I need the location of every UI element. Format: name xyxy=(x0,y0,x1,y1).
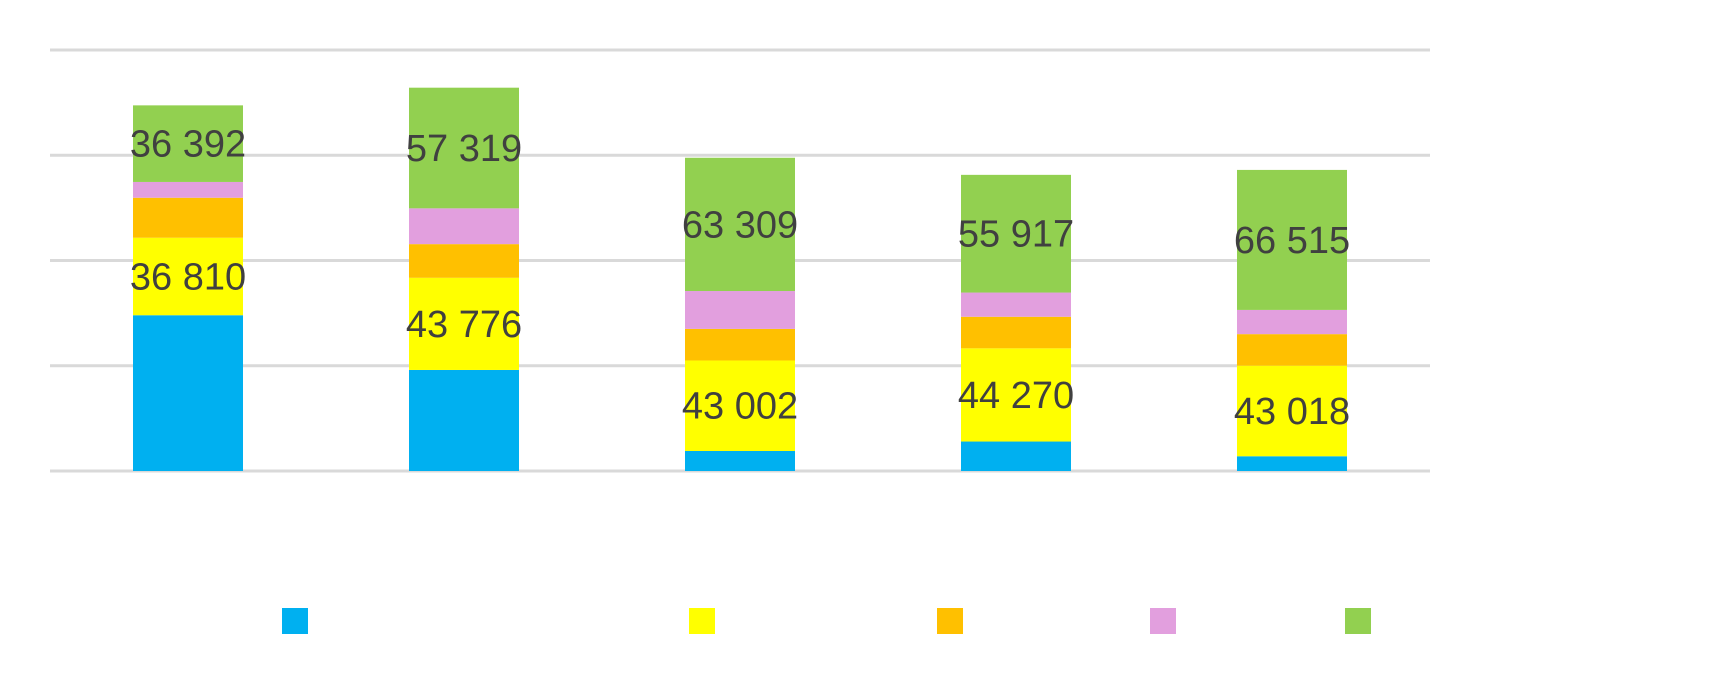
bar-segment xyxy=(409,277,519,370)
bar-segment xyxy=(685,451,795,471)
data-label: 43 776 xyxy=(406,304,522,346)
bar-segment xyxy=(685,360,795,452)
data-label: 63 309 xyxy=(682,204,798,246)
data-label: 36 810 xyxy=(130,256,246,298)
bar-segment xyxy=(409,208,519,245)
bar-segment xyxy=(961,174,1071,293)
data-labels: 36 810 36 392 43 776 57 319 43 002 63 309 44 2… xyxy=(130,124,1350,433)
data-label: 55 917 xyxy=(958,214,1074,256)
bar-segment xyxy=(1237,309,1347,335)
data-label: 36 392 xyxy=(130,124,246,166)
data-label: 66 515 xyxy=(1234,220,1350,262)
bar-segment xyxy=(961,441,1071,471)
legend-swatch xyxy=(1345,608,1371,634)
bar-segment xyxy=(961,316,1071,349)
bar-segment xyxy=(133,197,243,238)
bar-segment xyxy=(133,315,243,471)
data-label: 44 270 xyxy=(958,375,1074,417)
bar-segment xyxy=(1237,456,1347,471)
legend-swatch xyxy=(282,608,308,634)
bar-segment xyxy=(133,181,243,198)
legend-swatch xyxy=(689,608,715,634)
bar-segment xyxy=(961,348,1071,442)
bars xyxy=(133,87,1347,471)
bar-segment xyxy=(1237,365,1347,457)
bar-segment xyxy=(1237,334,1347,366)
bar-segment xyxy=(685,328,795,361)
data-label: 43 018 xyxy=(1234,391,1350,433)
bar-segment xyxy=(961,292,1071,317)
data-label: 57 319 xyxy=(406,128,522,170)
bar-segment xyxy=(409,369,519,471)
bar-segment xyxy=(133,237,243,316)
data-label: 43 002 xyxy=(682,386,798,428)
bar-segment xyxy=(685,157,795,292)
bar-segment xyxy=(1237,169,1347,310)
bar-segment xyxy=(133,105,243,182)
legend xyxy=(282,608,1371,634)
bar-segment xyxy=(409,244,519,278)
legend-swatch xyxy=(937,608,963,634)
legend-swatch xyxy=(1150,608,1176,634)
bar-segment xyxy=(685,291,795,329)
bar-segment xyxy=(409,87,519,209)
